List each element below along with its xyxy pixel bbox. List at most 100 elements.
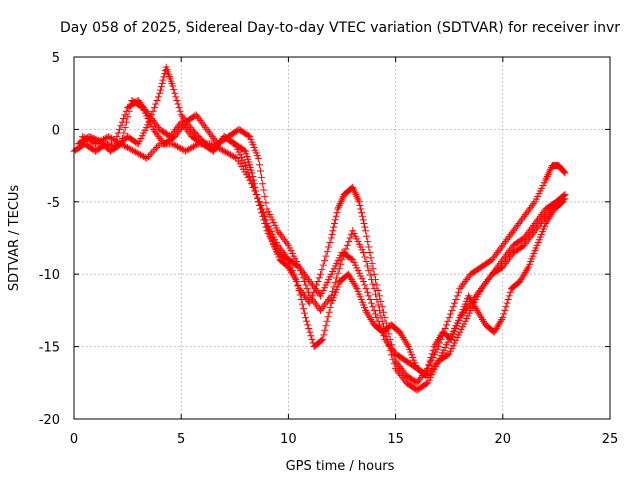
data-point <box>166 133 174 141</box>
data-point-interp <box>484 276 492 284</box>
data-point-interp <box>320 331 328 339</box>
data-point-interp <box>365 292 373 300</box>
data-point-interp <box>217 145 225 153</box>
data-point-interp <box>491 252 499 260</box>
data-point <box>295 263 303 271</box>
data-point-interp <box>152 120 160 128</box>
data-point-interp <box>466 294 474 302</box>
data-point-interp <box>433 337 441 345</box>
data-point-interp <box>121 111 129 119</box>
data-point-interp <box>388 344 396 352</box>
data-point-interp <box>422 380 430 388</box>
data-point-interp <box>508 229 516 237</box>
data-point-interp <box>282 252 290 260</box>
data-point-interp <box>360 220 368 228</box>
data-point-interp <box>295 286 303 294</box>
data-point-interp <box>463 276 471 284</box>
data-point-interp <box>132 148 140 156</box>
data-point-interp <box>523 209 531 217</box>
data-point-interp <box>382 319 390 327</box>
data-point-interp <box>503 236 511 244</box>
data-point-interp <box>453 292 461 300</box>
y-tick-label: -10 <box>39 268 60 283</box>
data-point-interp <box>403 341 411 349</box>
data-point-interp <box>146 151 154 159</box>
data-point-interp <box>141 105 149 113</box>
data-point-interp <box>112 137 120 145</box>
data-point-interp <box>539 209 547 217</box>
data-point-interp <box>114 138 122 146</box>
data-point <box>306 277 314 285</box>
data-point <box>370 270 378 278</box>
data-point-interp <box>185 145 193 153</box>
data-point-interp <box>278 232 286 240</box>
data-point-interp <box>367 299 375 307</box>
data-point-interp <box>151 127 159 135</box>
data-point <box>520 234 528 242</box>
data-point-interp <box>354 194 362 202</box>
data-point-interp <box>546 212 554 220</box>
data-point-interp <box>491 326 499 334</box>
data-point-interp <box>501 252 509 260</box>
data-point-interp <box>80 134 88 142</box>
data-point-interp <box>133 149 141 157</box>
data-point-interp <box>290 272 298 280</box>
data-point-interp <box>493 263 501 271</box>
data-point-interp <box>500 254 508 262</box>
data-point-interp <box>170 86 178 94</box>
data-point-interp <box>356 201 364 209</box>
data-point-interp <box>96 137 104 145</box>
data-point-interp <box>310 297 318 305</box>
data-point-interp <box>507 245 515 253</box>
data-point-interp <box>504 234 512 242</box>
data-point-interp <box>366 314 374 322</box>
data-point-interp <box>206 129 214 137</box>
data-point-interp <box>505 292 513 300</box>
data-point-interp <box>447 310 455 318</box>
data-point-interp <box>223 149 231 157</box>
data-point-interp <box>369 280 377 288</box>
data-point-interp <box>374 301 382 309</box>
data-point-interp <box>429 346 437 354</box>
data-point-interp <box>474 308 482 316</box>
data-point-interp <box>128 146 136 154</box>
data-point <box>209 147 217 155</box>
data-point-interp <box>99 135 107 143</box>
data-point-interp <box>464 274 472 282</box>
data-point-interp <box>376 292 384 300</box>
data-point-interp <box>382 337 390 345</box>
data-point <box>192 111 200 119</box>
data-point-interp <box>136 151 144 159</box>
data-point-interp <box>93 139 101 147</box>
data-point-interp <box>443 321 451 329</box>
data-point-interp <box>397 330 405 338</box>
data-point-interp <box>111 136 119 144</box>
data-point-interp <box>101 134 109 142</box>
data-point-interp <box>109 135 117 143</box>
data-point-interp <box>336 200 344 208</box>
data-point-interp <box>227 151 235 159</box>
data-point-interp <box>358 212 366 220</box>
data-point-interp <box>135 150 143 158</box>
data-point-interp <box>150 118 158 126</box>
data-point-interp <box>106 134 114 142</box>
data-point-interp <box>298 267 306 275</box>
data-point-interp <box>186 144 194 152</box>
data-point-interp <box>168 131 176 139</box>
data-point-interp <box>429 364 437 372</box>
data-point-interp <box>153 144 161 151</box>
data-point <box>220 147 228 155</box>
data-point-interp <box>368 259 376 267</box>
data-point <box>254 154 262 162</box>
y-tick-label: 5 <box>52 51 60 66</box>
data-point-interp <box>313 286 321 294</box>
data-point-interp <box>560 168 568 176</box>
data-point-interp <box>507 230 515 238</box>
data-point-interp <box>394 361 402 369</box>
data-point-interp <box>519 272 527 280</box>
data-point-interp <box>150 104 158 112</box>
x-tick-label: 10 <box>280 432 297 447</box>
data-point-interp <box>305 276 312 284</box>
data-point-interp <box>518 216 526 224</box>
data-point-interp <box>181 124 189 132</box>
